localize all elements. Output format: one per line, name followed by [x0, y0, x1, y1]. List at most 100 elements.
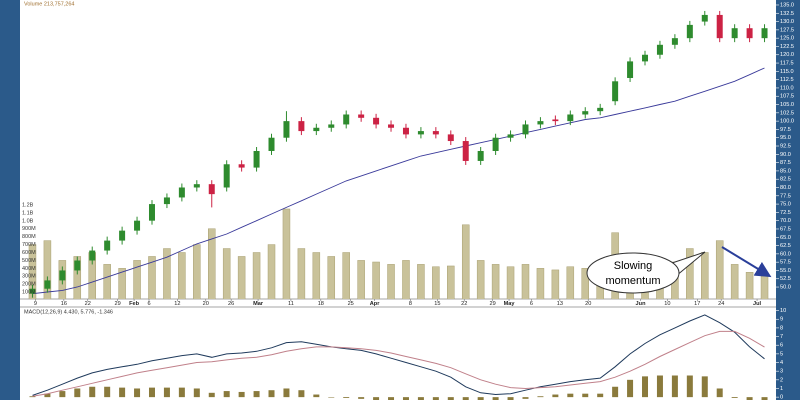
- y-tick-label: 8: [780, 325, 783, 331]
- x-tick-label: 20: [203, 301, 209, 307]
- x-tick-label: 15: [434, 301, 440, 307]
- x-tick-label: 22: [85, 301, 91, 307]
- y-tick-label: 135.0: [780, 2, 794, 8]
- y-tick-label: 90.0: [780, 152, 791, 158]
- histogram-bar: [74, 388, 81, 398]
- x-tick-label: Jul: [753, 301, 762, 307]
- y-tick-label: 62.5: [780, 243, 791, 249]
- y-tick-label: 3: [780, 369, 783, 375]
- y-tick-label: 52.5: [780, 276, 791, 282]
- volume-bar: [491, 264, 500, 299]
- x-tick-label: May: [504, 301, 516, 307]
- candle-body: [522, 124, 529, 135]
- histogram-bar: [432, 397, 439, 400]
- y-tick-label: 97.5: [780, 127, 791, 133]
- histogram-bar: [59, 391, 66, 398]
- histogram-bar: [283, 388, 290, 398]
- volume-tick-label: 200M: [22, 282, 36, 288]
- y-tick-label: 7: [780, 334, 783, 340]
- candle-body: [298, 121, 305, 132]
- callout: Slowing momentum: [586, 251, 706, 294]
- candle-body: [417, 131, 424, 135]
- volume-bar: [701, 252, 709, 299]
- x-tick-label: Apr: [370, 301, 380, 307]
- candle-body: [582, 111, 589, 115]
- y-tick-label: 55.0: [780, 268, 791, 274]
- histogram-bar: [477, 397, 484, 400]
- volume-bar: [297, 248, 306, 299]
- volume-bar: [252, 252, 261, 299]
- candle-body: [238, 164, 245, 168]
- histogram-bar: [388, 397, 395, 400]
- candle-body: [746, 28, 753, 39]
- histogram-bar: [731, 397, 738, 398]
- candle-body: [447, 134, 454, 142]
- histogram-bar: [642, 376, 649, 398]
- y-tick-label: 70.0: [780, 218, 791, 224]
- x-tick-label: 8: [409, 301, 412, 307]
- volume-bar: [581, 268, 589, 299]
- histogram-bar: [686, 375, 693, 398]
- histogram-bar: [761, 397, 768, 400]
- candle-body: [402, 127, 409, 135]
- y-tick-label: 100.0: [780, 119, 794, 125]
- x-tick-label: 25: [348, 301, 354, 307]
- candle-body: [701, 14, 708, 22]
- histogram-bar: [537, 396, 544, 398]
- macd-panel: [29, 314, 768, 400]
- candle-body: [208, 184, 215, 195]
- volume-tick-label: 600M: [22, 250, 36, 256]
- x-tick-label: 9: [34, 301, 37, 307]
- y-tick-label: 75.0: [780, 202, 791, 208]
- y-tick-label: 77.5: [780, 193, 791, 199]
- x-tick-label: 11: [288, 301, 294, 307]
- y-tick-label: 9: [780, 317, 783, 323]
- volume-bar: [178, 252, 186, 299]
- candle-body: [134, 220, 141, 231]
- y-tick-label: 120.0: [780, 52, 794, 58]
- candle-body: [507, 134, 514, 138]
- y-tick-label: 6: [780, 343, 783, 349]
- x-tick-label: 29: [115, 301, 121, 307]
- y-tick-label: 117.5: [780, 61, 794, 67]
- y-tick-label: 65.0: [780, 235, 791, 241]
- histogram-bar: [104, 386, 111, 398]
- trend-arrow: [721, 246, 772, 278]
- volume-bar: [103, 264, 111, 299]
- volume-bar: [208, 228, 216, 299]
- y-tick-label: 125.0: [780, 36, 794, 42]
- volume-bar: [312, 252, 321, 299]
- y-tick-label: 115.0: [780, 69, 794, 75]
- y-tick-label: 112.5: [780, 77, 794, 83]
- y-tick-label: 122.5: [780, 44, 794, 50]
- volume-bar: [506, 266, 515, 299]
- x-tick-label: Feb: [129, 301, 140, 307]
- volume-bar: [551, 269, 560, 299]
- y-tick-label: 102.5: [780, 110, 794, 116]
- volume-bar: [417, 264, 425, 299]
- y-tick-label: 0: [780, 395, 783, 400]
- candle-body: [104, 240, 111, 251]
- histogram-bar: [701, 376, 708, 398]
- candle-body: [178, 187, 185, 198]
- volume-bar: [163, 248, 171, 299]
- x-tick-label: 22: [461, 301, 467, 307]
- x-tick-label: 18: [318, 301, 324, 307]
- candle-body: [29, 288, 36, 294]
- histogram-bar: [343, 397, 350, 398]
- volume-tick-label: 300M: [22, 274, 36, 280]
- y-tick-label: 132.5: [780, 11, 794, 17]
- volume-bar: [133, 260, 141, 299]
- histogram-bar: [567, 393, 574, 398]
- volume-bar: [730, 264, 739, 299]
- candle-body: [716, 14, 723, 39]
- x-tick-label: 12: [174, 301, 180, 307]
- candle-body: [492, 137, 499, 151]
- candle-body: [89, 250, 96, 261]
- candle-body: [642, 54, 649, 62]
- histogram-bar: [417, 397, 424, 400]
- y-tick-label: 107.5: [780, 94, 794, 100]
- volume-bar: [28, 244, 37, 299]
- moving-average: [32, 67, 765, 295]
- x-tick-label: 13: [557, 301, 563, 307]
